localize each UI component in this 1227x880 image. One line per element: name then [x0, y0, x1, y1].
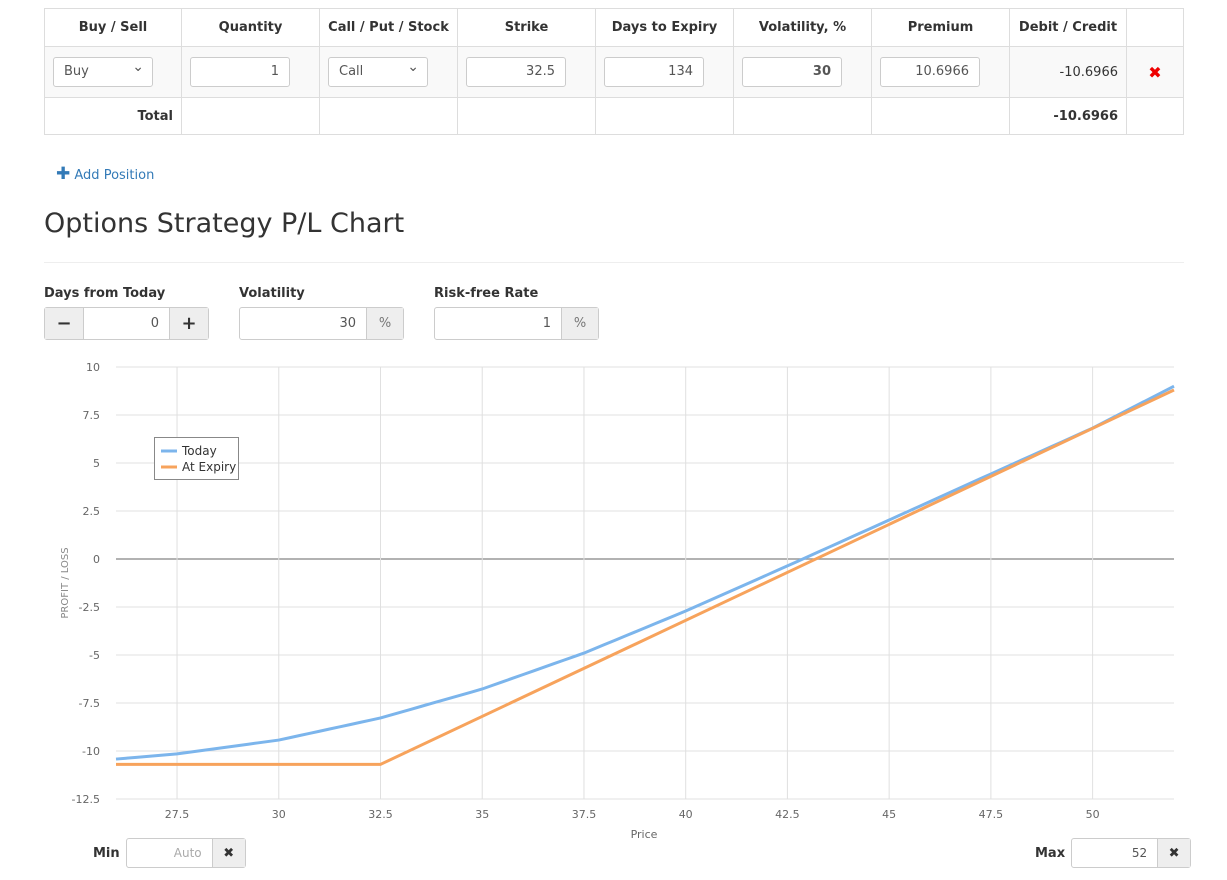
positions-table: Buy / Sell Quantity Call / Put / Stock S…: [44, 8, 1184, 135]
y-tick-label: 5: [93, 457, 100, 470]
days-control: Days from Today − 0 +: [44, 286, 209, 340]
x-tick-label: 30: [272, 808, 286, 821]
series-line-today: [115, 384, 1175, 761]
volatility-control: Volatility 30%: [239, 286, 404, 340]
plus-button[interactable]: +: [169, 308, 208, 339]
days-from-today-input[interactable]: 0: [150, 316, 159, 331]
minus-button[interactable]: −: [45, 308, 84, 339]
quantity-input[interactable]: 1: [190, 57, 290, 87]
clear-max-button[interactable]: ✖: [1157, 839, 1191, 867]
total-row: Total -10.6966: [44, 97, 1184, 135]
x-tick-label: 42.5: [775, 808, 800, 821]
premium-input[interactable]: 10.6966: [880, 57, 980, 87]
type-select[interactable]: Call: [328, 53, 428, 87]
legend: [154, 437, 239, 480]
rate-label: Risk-free Rate: [434, 286, 539, 301]
clear-min-button[interactable]: ✖: [211, 839, 245, 867]
total-label: Total: [44, 97, 182, 135]
x-tick-label: 37.5: [572, 808, 597, 821]
days-input[interactable]: 134: [604, 57, 704, 87]
header: Strike: [457, 8, 596, 47]
delete-icon[interactable]: ✖: [1126, 46, 1184, 98]
max-label: Max: [1035, 845, 1066, 861]
plus-icon: ✚: [56, 164, 71, 184]
total-value: -10.6966: [1009, 97, 1127, 135]
y-tick-label: -7.5: [79, 697, 100, 710]
x-tick-label: 40: [679, 808, 693, 821]
strike-input[interactable]: 32.5: [466, 57, 566, 87]
y-tick-label: -5: [89, 649, 100, 662]
x-tick-label: 35: [475, 808, 489, 821]
x-tick-label: 47.5: [979, 808, 1004, 821]
percent-addon: %: [366, 308, 403, 339]
y-tick-label: -2.5: [79, 601, 100, 614]
min-label: Min: [93, 845, 120, 861]
x-tick-label: 50: [1086, 808, 1100, 821]
header: Quantity: [181, 8, 320, 47]
series-line-at-expiry: [116, 388, 1175, 766]
x-tick-label: 45: [882, 808, 896, 821]
header: Buy / Sell: [44, 8, 182, 47]
x-tick-label: 27.5: [165, 808, 190, 821]
header: Premium: [871, 8, 1010, 47]
max-control: Max 52 ✖: [1035, 838, 1192, 868]
y-tick-label: 7.5: [83, 409, 101, 422]
add-position-label: Add Position: [74, 168, 155, 183]
volatility-label: Volatility: [239, 286, 305, 301]
volatility-field[interactable]: 30: [339, 316, 356, 331]
divider: [44, 262, 1184, 263]
page-title: Options Strategy P/L Chart: [44, 208, 405, 239]
y-axis-label: PROFIT / LOSS: [60, 547, 71, 618]
min-input[interactable]: Auto: [173, 846, 202, 860]
y-tick-label: -12.5: [72, 793, 100, 806]
table-row: Buy 1 Call 32.5 134 30 10.6966 -10.6966 …: [44, 46, 1184, 98]
x-tick-label: 32.5: [368, 808, 393, 821]
rate-field[interactable]: 1: [542, 316, 551, 331]
y-tick-label: 2.5: [83, 505, 101, 518]
percent-addon: %: [561, 308, 598, 339]
legend-item: Today: [181, 444, 217, 458]
add-position-button[interactable]: ✚ Add Position: [56, 164, 154, 184]
min-control: Min Auto ✖: [93, 838, 246, 868]
y-tick-label: -10: [82, 745, 100, 758]
max-input[interactable]: 52: [1131, 846, 1148, 860]
y-tick-label: 10: [86, 361, 100, 374]
days-label: Days from Today: [44, 286, 166, 301]
rate-control: Risk-free Rate 1%: [434, 286, 599, 340]
legend-item: At Expiry: [182, 460, 236, 474]
volatility-input[interactable]: 30: [742, 57, 842, 87]
y-tick-label: 0: [93, 553, 100, 566]
x-axis-label: Price: [631, 828, 658, 841]
header: Debit / Credit: [1009, 8, 1127, 47]
header: [1126, 8, 1184, 47]
buy-sell-select[interactable]: Buy: [53, 53, 153, 87]
